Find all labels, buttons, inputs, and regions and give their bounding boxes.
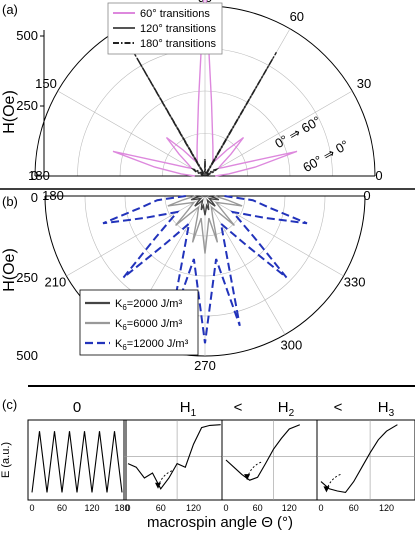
legend-label-base: K (115, 298, 123, 310)
header-label-main: H (378, 399, 389, 416)
energy-curve (31, 431, 123, 493)
x-tick-label: 60 (349, 503, 359, 513)
legend-label-sub: 6 (122, 303, 127, 312)
legend-label-sub: 6 (122, 343, 127, 352)
angle-tick-label: 30 (357, 76, 371, 91)
grid-spoke (57, 90, 206, 177)
header-label-main: 0 (73, 399, 81, 416)
legend-label: 120° transitions (140, 23, 216, 35)
header-label: H3 (378, 399, 395, 419)
angle-tick-label: 210 (44, 274, 66, 289)
header-label-main: < (334, 399, 343, 416)
legend-label: K6=6000 J/m³ (115, 318, 182, 332)
panel-label-c: (c) (2, 397, 17, 412)
energy-curve (225, 424, 301, 481)
x-tick-label: 60 (156, 503, 166, 513)
x-tick-label: 0 (29, 503, 34, 513)
x-tick-label: 120 (84, 503, 99, 513)
radial-tick-label: 250 (16, 98, 38, 113)
header-label-main: H (180, 399, 191, 416)
transition-arrow (246, 461, 262, 479)
header-label-main: H (278, 399, 289, 416)
header-label-main: < (234, 399, 243, 416)
legend-label: 60° transitions (140, 8, 210, 20)
header-label-sub: 2 (289, 408, 295, 419)
transition-arrowhead (155, 482, 161, 489)
angle-tick-label: 270 (194, 358, 216, 373)
legend-label-base: K (115, 338, 123, 350)
x-tick-label: 60 (57, 503, 67, 513)
x-tick-label: 60 (253, 503, 263, 513)
radial-tick-label: 500 (16, 348, 38, 363)
legend-label-base: K (115, 318, 123, 330)
energy-curve (127, 424, 221, 490)
grid-spoke (204, 195, 286, 335)
panel-label-a: (a) (2, 2, 18, 17)
transition-arrowhead (323, 486, 330, 493)
angle-tick-label: 150 (35, 76, 57, 91)
legend-label-rest: =12000 J/m³ (127, 338, 189, 350)
angle-tick-label: 330 (344, 274, 366, 289)
header-label-sub: 1 (191, 408, 197, 419)
x-tick-label: 0 (223, 503, 228, 513)
legend-label-rest: =6000 J/m³ (127, 318, 183, 330)
grid-spoke (66, 195, 206, 277)
series-line (136, 57, 274, 177)
radial-tick-label: 0 (31, 168, 38, 183)
subplot-frame (316, 419, 415, 501)
legend-label: K6=12000 J/m³ (115, 338, 189, 352)
header-label: H2 (278, 399, 295, 419)
angle-tick-label: 300 (281, 338, 303, 353)
header-label: 0 (73, 399, 81, 416)
transition-arrowhead (244, 474, 251, 481)
x-tick-label: 120 (186, 503, 201, 513)
angle-tick-label: 60 (290, 9, 304, 24)
radial-tick-label: 250 (16, 270, 38, 285)
panel-label-b: (b) (2, 194, 18, 209)
header-label-sub: 3 (389, 408, 395, 419)
angle-tick-label: 90 (198, 0, 212, 5)
series-line (167, 195, 243, 254)
header-label: < (234, 399, 243, 416)
radial-tick-label: 0 (31, 190, 38, 205)
series-line (132, 51, 278, 177)
legend-label: K6=2000 J/m³ (115, 298, 182, 312)
xlabel-c: macrospin angle Θ (°) (147, 514, 293, 531)
subplot-frame (27, 419, 127, 501)
x-tick-label: 0 (318, 503, 323, 513)
header-label: < (334, 399, 343, 416)
grid-spoke (204, 90, 353, 177)
x-tick-label: 0 (125, 503, 130, 513)
grid-spoke (204, 195, 344, 277)
ylabel-b: H(Oe) (1, 248, 18, 292)
header-label: H1 (180, 399, 197, 419)
ylabel-a: H(Oe) (1, 90, 18, 134)
ylabel-c: E (a.u.) (0, 442, 12, 478)
angle-tick-label: 0 (363, 188, 370, 203)
radial-tick-label: 500 (16, 28, 38, 43)
x-tick-label: 120 (379, 503, 394, 513)
series-line (112, 0, 298, 177)
series-line (102, 195, 308, 344)
legend-label: 180° transitions (140, 38, 216, 50)
series-line (190, 195, 220, 216)
transition-arrow (157, 470, 173, 487)
energy-curve (320, 424, 398, 493)
x-tick-label: 120 (282, 503, 297, 513)
legend-label-rest: =2000 J/m³ (127, 298, 183, 310)
angle-tick-label: 180 (42, 188, 64, 203)
x-tick-label: 180 (114, 503, 129, 513)
angle-tick-label: 0 (375, 168, 382, 183)
transition-arrow (326, 473, 341, 491)
legend-label-sub: 6 (122, 323, 127, 332)
